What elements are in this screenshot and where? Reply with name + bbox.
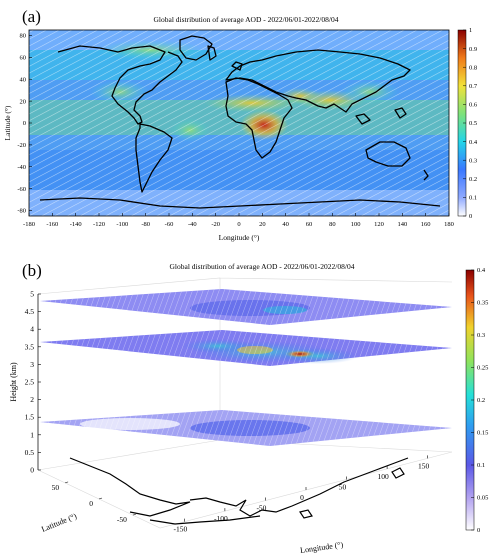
panel-a-colorbar-tick-label: 0.5 bbox=[469, 120, 477, 127]
panel-a-colorbar-tick-label: 0.8 bbox=[469, 64, 477, 71]
panel-a-y-ticks: -80 -60 -40 -20 0 20 40 60 80 bbox=[17, 33, 32, 215]
panel-a-x-tick-label: 0 bbox=[237, 221, 240, 228]
panel-a-y-tick-label: -80 bbox=[17, 208, 26, 215]
panel-b-latitude-tick-label: -50 bbox=[117, 515, 127, 524]
panel-b-z-axis-label: Height (km) bbox=[9, 362, 18, 402]
panel-b-z-tick-label: 2.5 bbox=[25, 378, 35, 387]
panel-b-longitude-tick-label: -150 bbox=[173, 525, 187, 534]
panel-b-z-tick-label: 4 bbox=[30, 325, 34, 334]
panel-a-x-tick-label: 120 bbox=[374, 221, 384, 228]
panel-b-colorbar-tick-label: 0.35 bbox=[477, 300, 488, 307]
panel-a-y-tick-label: 40 bbox=[20, 76, 27, 83]
panel-b-colorbar-tick-label: 0.3 bbox=[477, 332, 485, 339]
panel-a-y-tick-label: 0 bbox=[23, 120, 26, 127]
panel-a-x-tick-label: 180 bbox=[444, 221, 454, 228]
panel-a-x-tick-label: 40 bbox=[282, 221, 289, 228]
panel-a-y-tick-label: -40 bbox=[17, 164, 26, 171]
panel-b-latitude-tick-label: 50 bbox=[52, 483, 60, 492]
panel-b-longitude-tick-label: 100 bbox=[377, 472, 389, 481]
panel-b-latitude-ticks: 50 0 -50 bbox=[52, 481, 136, 524]
panel-b-colorbar-tick-label: 0.4 bbox=[477, 267, 486, 274]
panel-a-y-axis-label: Latitude (°) bbox=[3, 105, 12, 140]
panel-b-colorbar-tick-label: 0.25 bbox=[477, 365, 488, 372]
panel-a-x-tick-label: -20 bbox=[211, 221, 220, 228]
panel-a-x-tick-label: 100 bbox=[351, 221, 361, 228]
panel-b-longitude-tick-label: -100 bbox=[214, 514, 228, 523]
panel-b-layer-0-5km bbox=[40, 410, 452, 446]
panel-a-x-tick-label: -120 bbox=[93, 221, 105, 228]
panel-a-x-axis-label: Longitude (°) bbox=[219, 233, 260, 242]
panel-b-longitude-ticks: -150 -100 -50 0 50 100 150 bbox=[173, 455, 430, 534]
panel-b-z-tick-label: 0.5 bbox=[25, 448, 35, 457]
panel-b-z-ticks: 0 0.5 1 1.5 2 2.5 3 3.5 4 4.5 5 bbox=[25, 290, 41, 475]
panel-b-colorbar-tick-label: 0.15 bbox=[477, 430, 488, 437]
panel-a-colorbar-tick-label: 0.1 bbox=[469, 195, 477, 202]
panel-b-z-tick-label: 4.5 bbox=[25, 307, 35, 316]
panel-a-x-tick-label: 20 bbox=[259, 221, 266, 228]
panel-a-x-tick-label: -140 bbox=[70, 221, 82, 228]
panel-a-colorbar-tick-label: 0.4 bbox=[469, 139, 478, 146]
panel-b-longitude-tick-label: 150 bbox=[418, 461, 430, 470]
panel-b-z-tick-label: 1.5 bbox=[25, 413, 35, 422]
panel-b-layer-2-5km bbox=[40, 330, 452, 366]
panel-a-y-tick-label: -20 bbox=[17, 142, 26, 149]
panel-a-colorbar-tick-label: 0.9 bbox=[469, 46, 477, 53]
panel-b-latitude-tick-mark bbox=[65, 481, 69, 484]
panel-b-colorbar-tick-label: 0.05 bbox=[477, 495, 488, 502]
panel-b-colorbar-tick-label: 0.1 bbox=[477, 462, 485, 469]
panel-a-x-tick-label: -60 bbox=[165, 221, 174, 228]
panel-a-y-tick-label: 20 bbox=[20, 98, 27, 105]
panel-a-colorbar-tick-label: 0.3 bbox=[469, 157, 477, 164]
panel-a-y-tick-label: -60 bbox=[17, 186, 26, 193]
panel-a-x-ticks: -180 -160 -140 -120 -100 -80 -60 -40 -20 0 20 40 60 8… bbox=[23, 213, 454, 228]
panel-b-z-tick-label: 3.5 bbox=[25, 342, 35, 351]
panel-a-x-tick-label: -40 bbox=[188, 221, 197, 228]
panel-a-x-tick-label: 60 bbox=[306, 221, 313, 228]
panel-b-longitude-label: Longitude (°) bbox=[300, 540, 345, 555]
panel-b: (b) Global distribution of average AOD -… bbox=[9, 261, 488, 555]
panel-b-longitude-tick-label: -50 bbox=[256, 504, 266, 513]
panel-a-x-tick-label: 140 bbox=[397, 221, 407, 228]
panel-a-y-tick-label: 60 bbox=[20, 55, 27, 62]
panel-b-z-tick-label: 1 bbox=[30, 430, 34, 439]
panel-b-z-tick-label: 5 bbox=[30, 290, 34, 299]
panel-b-z-tick-label: 3 bbox=[30, 360, 34, 369]
panel-a-title: Global distribution of average AOD - 202… bbox=[154, 15, 339, 24]
panel-a-x-tick-label: 160 bbox=[421, 221, 431, 228]
panel-a-x-tick-label: -160 bbox=[46, 221, 58, 228]
panel-a-y-tick-label: 80 bbox=[20, 33, 27, 40]
panel-b-latitude-tick-mark bbox=[132, 513, 136, 516]
panel-b-longitude-tick-label: 0 bbox=[300, 493, 304, 502]
panel-b-z-tick-label: 0 bbox=[30, 466, 34, 475]
panel-a-colorbar-tick-label: 0 bbox=[469, 213, 472, 220]
panel-b-ground-coastlines bbox=[69, 457, 409, 525]
panel-b-latitude-tick-label: 0 bbox=[89, 499, 93, 508]
panel-a-colorbar-tick-label: 0.2 bbox=[469, 176, 477, 183]
panel-a-colorbar-ticks: 0 0.1 0.2 0.3 0.4 0.5 0.6 0.7 0.8 0.9 1 bbox=[463, 27, 478, 220]
panel-b-longitude-tick-label: 50 bbox=[339, 482, 347, 491]
panel-b-title: Global distribution of average AOD - 202… bbox=[170, 262, 355, 271]
panel-b-colorbar-tick-label: 0.2 bbox=[477, 397, 485, 404]
panel-a-x-tick-label: -100 bbox=[116, 221, 128, 228]
panel-a-x-tick-label: -80 bbox=[141, 221, 150, 228]
panel-a-coastlines bbox=[39, 35, 441, 209]
panel-b-z-tick-label: 2 bbox=[30, 395, 34, 404]
panel-b-colorbar-tick-label: 0 bbox=[477, 527, 480, 534]
panel-a-colorbar-tick-label: 1 bbox=[469, 27, 472, 34]
panel-a-label: (a) bbox=[22, 7, 41, 26]
panel-a: (a) Global distribution of average AOD -… bbox=[3, 7, 478, 242]
panel-a-colorbar-tick-label: 0.7 bbox=[469, 83, 478, 90]
panel-b-latitude-label: Latitude (°) bbox=[40, 511, 78, 533]
panel-b-latitude-tick-mark bbox=[98, 497, 103, 500]
panel-b-colorbar-ticks: 0 0.05 0.1 0.15 0.2 0.25 0.3 0.35 0.4 bbox=[471, 267, 488, 534]
panel-a-x-tick-label: -180 bbox=[23, 221, 35, 228]
panel-b-layer-4-5km bbox=[40, 289, 452, 325]
panel-a-colorbar-tick-label: 0.6 bbox=[469, 102, 478, 109]
panel-a-x-tick-label: 80 bbox=[329, 221, 336, 228]
panel-b-label: (b) bbox=[22, 261, 42, 280]
